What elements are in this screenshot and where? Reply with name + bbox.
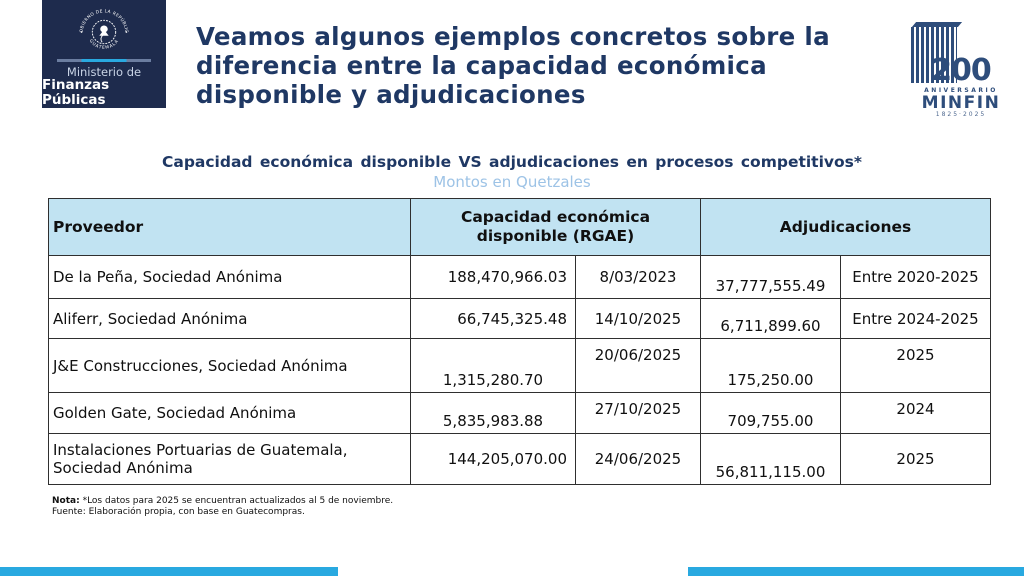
cell-capacidad-monto: 5,835,983.88 — [410, 392, 576, 434]
cell-adjudicacion-periodo: 2024 — [839, 392, 992, 434]
cell-proveedor: Instalaciones Portuarias de Guatemala, S… — [48, 433, 411, 485]
cell-capacidad-monto: 66,745,325.48 — [410, 298, 576, 339]
cell-capacidad-fecha: 8/03/2023 — [575, 255, 701, 299]
header-proveedor: Proveedor — [48, 198, 411, 256]
cell-adjudicacion-periodo: 2025 — [839, 433, 992, 485]
cell-adjudicacion-monto: 6,711,899.60 — [700, 298, 841, 339]
cell-capacidad-fecha: 24/06/2025 — [575, 433, 701, 485]
cell-capacidad-fecha: 20/06/2025 — [575, 338, 701, 393]
bottom-accent-bar-left — [0, 567, 338, 576]
minfin-building-icon — [911, 27, 957, 83]
cell-proveedor: De la Peña, Sociedad Anónima — [48, 255, 411, 299]
brand-divider — [57, 59, 151, 62]
footnote-nota-line: Nota: *Los datos para 2025 se encuentran… — [52, 496, 393, 507]
cell-capacidad-monto: 1,315,280.70 — [410, 338, 576, 393]
cell-proveedor: Aliferr, Sociedad Anónima — [48, 298, 411, 339]
cell-adjudicacion-periodo: Entre 2020-2025 — [839, 255, 992, 299]
ministry-name-top: Ministerio de — [66, 65, 142, 79]
svg-text:GUATEMALA: GUATEMALA — [88, 38, 121, 51]
table-row: De la Peña, Sociedad Anónima 188,470,966… — [48, 255, 992, 299]
title-line-3: disponible y adjudicaciones — [196, 80, 586, 109]
cell-adjudicacion-monto: 709,755.00 — [700, 392, 841, 434]
cell-capacidad-monto: 144,205,070.00 — [410, 433, 576, 485]
cell-adjudicacion-monto: 175,250.00 — [700, 338, 841, 393]
footnote: Nota: *Los datos para 2025 se encuentran… — [52, 496, 393, 518]
footnote-fuente-line: Fuente: Elaboración propia, con base en … — [52, 507, 305, 517]
table-row: Golden Gate, Sociedad Anónima 5,835,983.… — [48, 392, 992, 434]
title-line-2: diferencia entre la capacidad económica — [196, 51, 767, 80]
cell-proveedor: Golden Gate, Sociedad Anónima — [48, 392, 411, 434]
cell-capacidad-fecha: 14/10/2025 — [575, 298, 701, 339]
providers-table: Proveedor Capacidad económica disponible… — [48, 198, 992, 485]
cell-adjudicacion-monto: 37,777,555.49 — [700, 255, 841, 299]
cell-capacidad-monto: 188,470,966.03 — [410, 255, 576, 299]
cell-capacidad-fecha: 27/10/2025 — [575, 392, 701, 434]
table-subtitle-currency: Montos en Quetzales — [433, 173, 591, 191]
anniversary-label: ANIVERSARIO — [924, 87, 998, 94]
header-adjudicaciones: Adjudicaciones — [699, 198, 992, 256]
anniversary-number: 200 — [931, 53, 992, 88]
table-row: Aliferr, Sociedad Anónima 66,745,325.48 … — [48, 298, 992, 339]
anniversary-years: 1825·2025 — [935, 111, 987, 118]
national-emblem-icon: GOBIERNO DE LA REPÚBLICA GUATEMALA — [75, 3, 129, 51]
bottom-accent-bar-right — [688, 567, 1024, 576]
minfin-wordmark: MINFIN — [921, 93, 1001, 113]
header-capacidad: Capacidad económica disponible (RGAE) — [410, 198, 701, 256]
quetzal-bird-icon — [99, 25, 109, 36]
emblem-arc-bottom-text: GUATEMALA — [88, 38, 120, 51]
page-title: Veamos algunos ejemplos concretos sobre … — [196, 22, 886, 109]
cell-proveedor: J&E Construcciones, Sociedad Anónima — [48, 338, 411, 393]
footnote-nota-label: Nota: — [52, 496, 80, 506]
cell-adjudicacion-periodo: 2025 — [839, 338, 992, 393]
footnote-nota-text: *Los datos para 2025 se encuentran actua… — [79, 496, 394, 506]
title-line-1: Veamos algunos ejemplos concretos sobre … — [196, 22, 830, 51]
ministry-logo: GOBIERNO DE LA REPÚBLICA GUATEMALA Minis… — [42, 0, 166, 108]
cell-adjudicacion-monto: 56,811,115.00 — [700, 433, 841, 485]
table-row: Instalaciones Portuarias de Guatemala, S… — [48, 433, 992, 485]
table-title: Capacidad económica disponible VS adjudi… — [161, 153, 862, 171]
ministry-name-bottom: Finanzas Públicas — [42, 77, 110, 108]
table-row: J&E Construcciones, Sociedad Anónima 1,3… — [48, 338, 992, 393]
minfin-anniversary-logo: 200 ANIVERSARIO MINFIN 1825·2025 — [893, 20, 1011, 120]
table-header-row: Proveedor Capacidad económica disponible… — [48, 198, 992, 256]
cell-adjudicacion-periodo: Entre 2024-2025 — [839, 298, 992, 339]
